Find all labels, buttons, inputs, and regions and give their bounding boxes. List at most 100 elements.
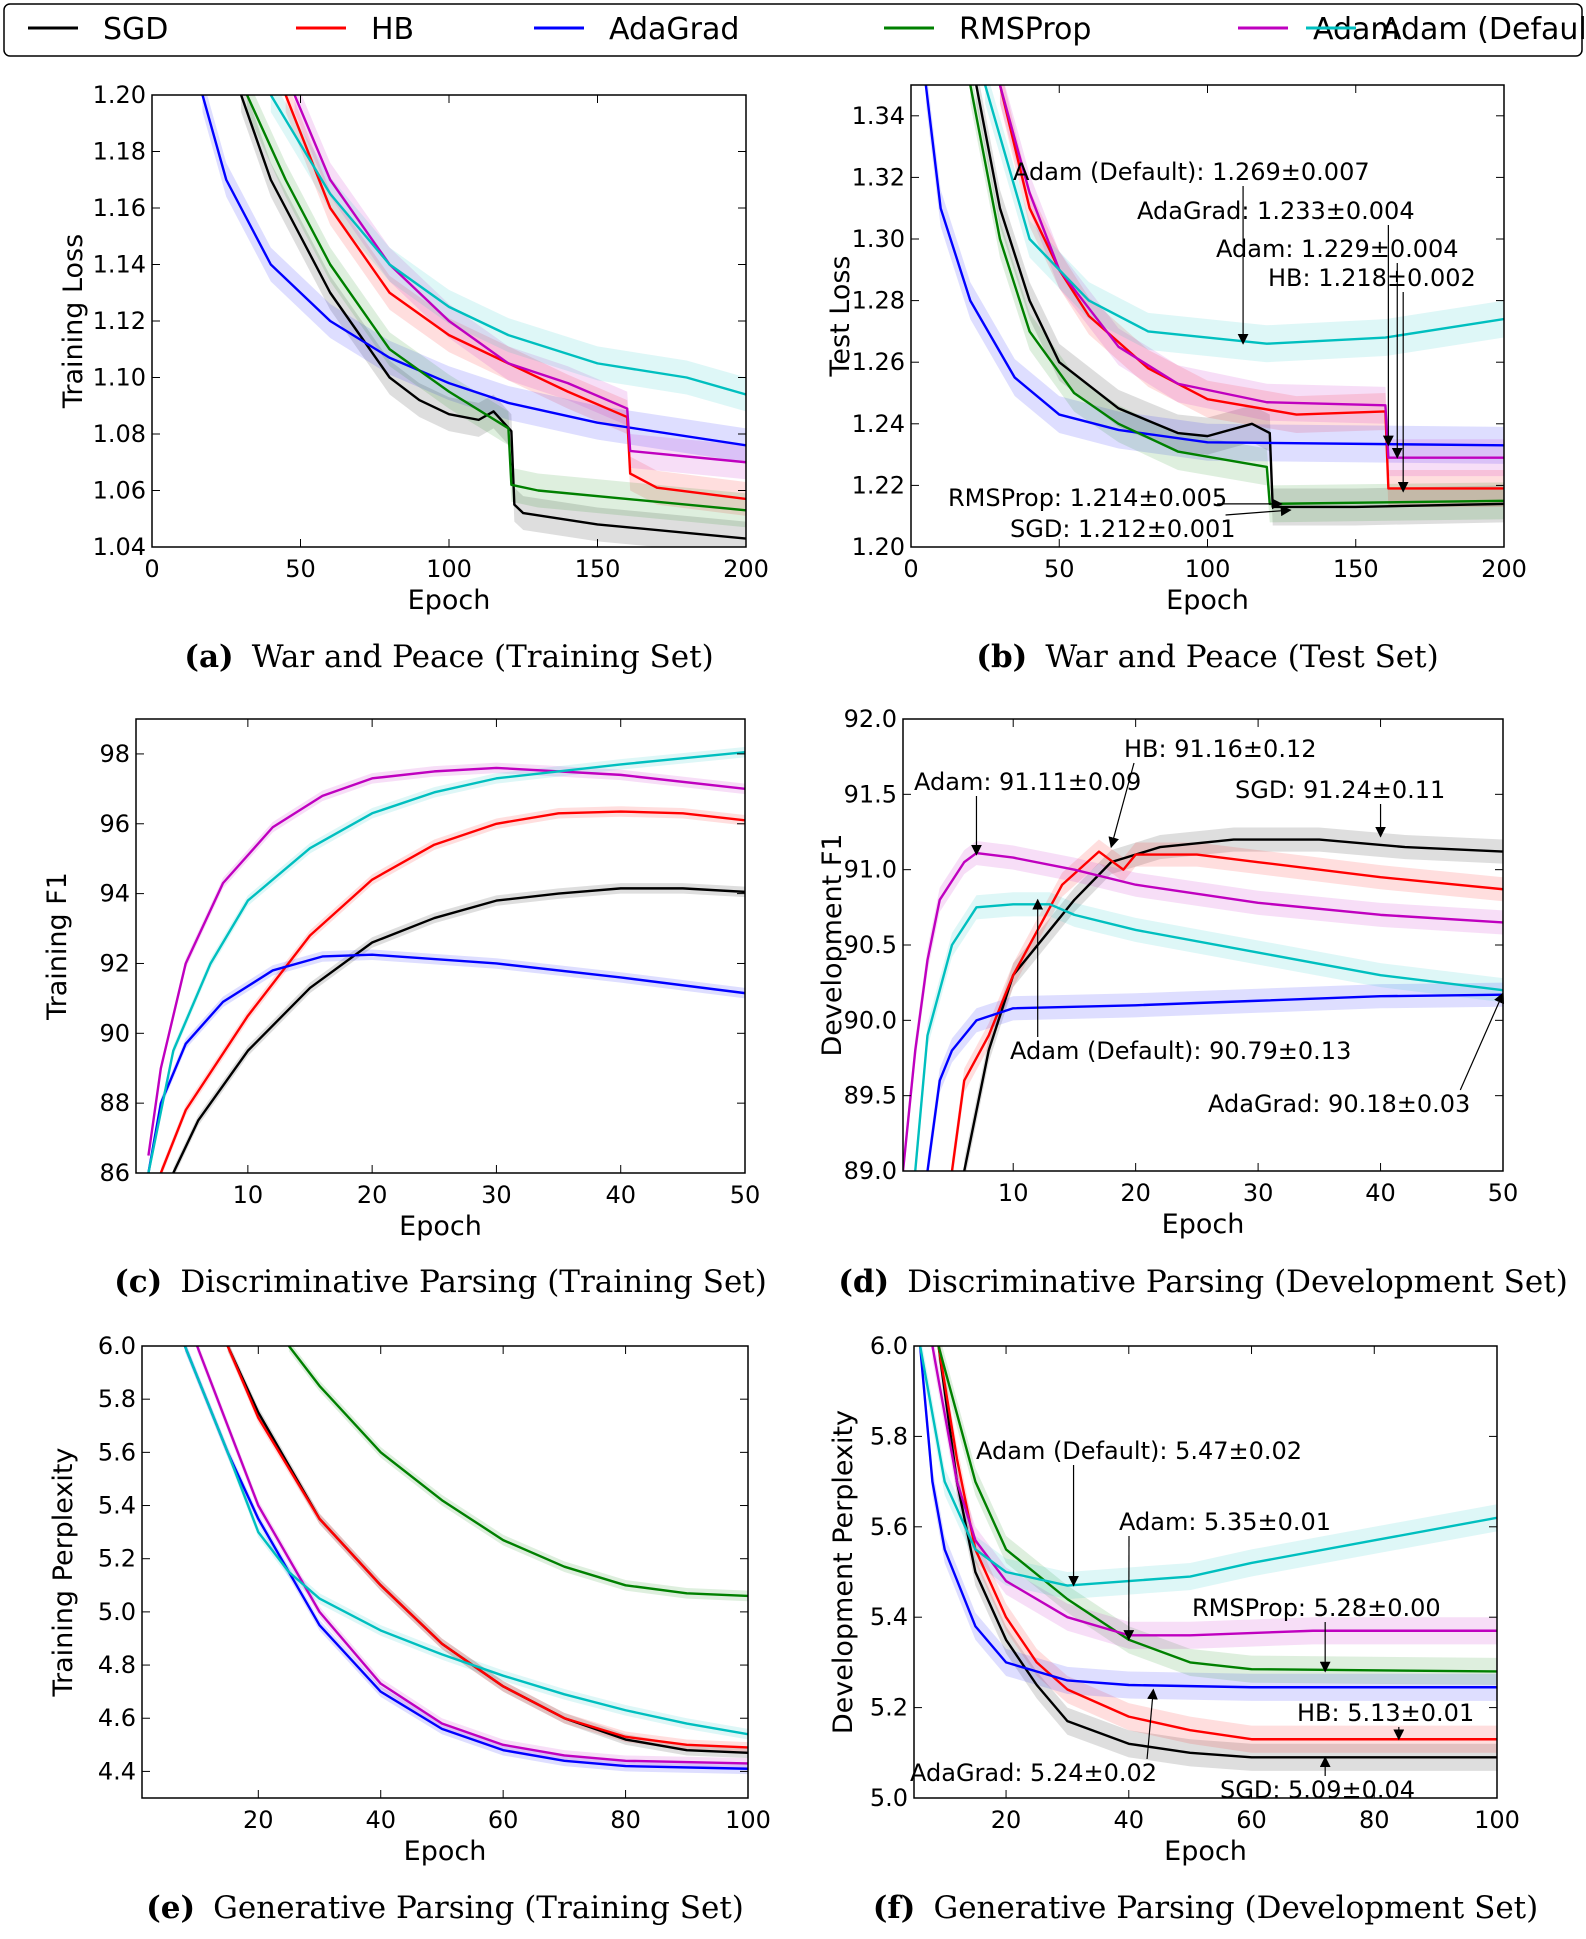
- y-axis-label: Development F1: [817, 833, 848, 1056]
- series-band: [920, 1346, 1497, 1600]
- series-band: [932, 1346, 1497, 1649]
- x-tick-label: 30: [481, 1181, 512, 1209]
- series-line-sgd: [963, 838, 1503, 1171]
- y-tick-label: 90.5: [844, 931, 897, 959]
- x-tick-label: 30: [1243, 1179, 1274, 1207]
- annotation: Adam (Default): 90.79±0.13: [1010, 898, 1351, 1065]
- series-band: [227, 1346, 748, 1753]
- caption-tag: (d): [838, 1264, 889, 1300]
- series-line-adagrad: [926, 993, 1503, 1171]
- annotation-label: AdaGrad: 5.24±0.02: [910, 1759, 1157, 1787]
- y-tick-label: 89.0: [844, 1157, 897, 1185]
- annotation: HB: 91.16±0.12: [1108, 735, 1316, 849]
- x-tick-label: 50: [285, 555, 316, 583]
- annotation-arrow: [1108, 762, 1135, 849]
- caption-tag: (e): [146, 1890, 195, 1926]
- caption-text: War and Peace (Test Set): [1045, 639, 1438, 675]
- y-axis-label: Test Loss: [825, 256, 856, 378]
- axes-frame: [913, 1345, 1498, 1799]
- subplot-caption: (b) War and Peace (Test Set): [976, 639, 1438, 675]
- x-tick-label: 60: [1236, 1806, 1267, 1834]
- x-tick-label: 20: [1120, 1179, 1151, 1207]
- x-tick-label: 50: [1044, 555, 1075, 583]
- series-line-adagrad: [924, 85, 1504, 447]
- series-band: [903, 841, 1503, 1171]
- y-tick-label: 1.18: [93, 138, 146, 166]
- series-line-rmsprop: [287, 1346, 748, 1598]
- y-tick-label: 6.0: [98, 1332, 136, 1360]
- x-axis-label: Epoch: [399, 1211, 482, 1242]
- y-tick-label: 1.12: [93, 307, 146, 335]
- x-tick-label: 150: [1333, 555, 1379, 583]
- x-axis-label: Epoch: [1166, 585, 1249, 616]
- series-band: [927, 982, 1503, 1171]
- series-line-rmsprop: [937, 1346, 1497, 1673]
- y-tick-label: 90.0: [844, 1006, 897, 1034]
- subplot-e: 20 40 60 80 100 4.4 4.6 4.8 5.0 5.2 5.4 5.6 5.8 6.0 Ep…: [48, 1332, 771, 1926]
- series-band: [288, 1346, 748, 1602]
- annotation: AdaGrad: 5.24±0.02: [910, 1688, 1158, 1787]
- x-axis-label: Epoch: [1164, 1836, 1247, 1867]
- x-tick-label: 100: [426, 555, 472, 583]
- y-tick-label: 1.24: [852, 410, 905, 438]
- annotation-arrow: [1146, 1688, 1158, 1760]
- series-line-hb: [950, 850, 1503, 1171]
- legend-label: Adam (Default): [1381, 12, 1586, 47]
- legend-label: SGD: [103, 12, 168, 47]
- y-tick-label: 1.32: [852, 163, 905, 191]
- y-tick-label: 1.06: [93, 477, 146, 505]
- legend-label: AdaGrad: [609, 12, 739, 47]
- annotation: Adam: 91.11±0.09: [914, 768, 1141, 856]
- x-tick-label: 100: [1185, 555, 1231, 583]
- y-tick-label: 98: [99, 740, 130, 768]
- legend-entry: Adam (Default): [1306, 12, 1586, 47]
- annotation-label: HB: 5.13±0.01: [1297, 1699, 1474, 1727]
- y-tick-label: 92: [99, 949, 130, 977]
- annotation: SGD: 91.24±0.11: [1235, 776, 1445, 838]
- y-tick-label: 94: [99, 880, 130, 908]
- series-line-adam-default: [269, 95, 746, 396]
- y-tick-label: 4.6: [98, 1704, 136, 1732]
- annotation: AdaGrad: 90.18±0.03: [1208, 992, 1505, 1118]
- y-tick-label: 5.2: [98, 1545, 136, 1573]
- x-tick-label: 100: [725, 1806, 771, 1834]
- caption-tag: (a): [184, 639, 233, 675]
- legend-entry: SGD: [28, 12, 168, 47]
- annotation: Adam: 1.229±0.004: [1216, 235, 1459, 459]
- annotation: Adam: 5.35±0.01: [1119, 1508, 1331, 1641]
- series-line-adam: [293, 95, 746, 464]
- x-tick-label: 40: [365, 1806, 396, 1834]
- x-tick-label: 50: [730, 1181, 761, 1209]
- x-tick-label: 20: [991, 1806, 1022, 1834]
- series-band: [985, 85, 1504, 363]
- annotation: Adam (Default): 1.269±0.007: [1013, 158, 1370, 345]
- caption-text: Generative Parsing (Training Set): [213, 1890, 744, 1926]
- caption-tag: (c): [114, 1264, 162, 1300]
- annotation-label: AdaGrad: 90.18±0.03: [1208, 1090, 1470, 1118]
- caption-tag: (b): [976, 639, 1027, 675]
- series-band: [999, 85, 1504, 477]
- series-line-adam: [931, 1346, 1497, 1637]
- annotation-label: Adam (Default): 1.269±0.007: [1013, 158, 1370, 186]
- x-tick-label: 10: [233, 1181, 264, 1209]
- series-line-adam-default: [983, 85, 1504, 345]
- plot-area: [924, 85, 1504, 526]
- annotation-label: Adam: 91.11±0.09: [914, 768, 1141, 796]
- y-tick-label: 4.8: [98, 1651, 136, 1679]
- subplot-a: 0 50 100 150 200 1.04 1.06 1.08 1.10 1.12 1.14 1.16…: [58, 81, 769, 675]
- series-line-adam-default: [183, 1346, 748, 1736]
- caption-text: War and Peace (Training Set): [252, 639, 714, 675]
- x-tick-label: 40: [605, 1181, 636, 1209]
- y-tick-label: 1.28: [852, 287, 905, 315]
- annotation-label: Adam: 5.35±0.01: [1119, 1508, 1331, 1536]
- x-axis-label: Epoch: [404, 1836, 487, 1867]
- series-band: [915, 892, 1503, 1171]
- series-line-adagrad: [183, 1346, 748, 1770]
- series-line-adam-default: [918, 1346, 1497, 1587]
- caption-text: Discriminative Parsing (Development Set): [907, 1264, 1568, 1300]
- y-tick-label: 89.5: [844, 1082, 897, 1110]
- y-tick-label: 1.10: [93, 364, 146, 392]
- y-tick-label: 5.2: [870, 1694, 908, 1722]
- legend-label: RMSProp: [959, 12, 1091, 47]
